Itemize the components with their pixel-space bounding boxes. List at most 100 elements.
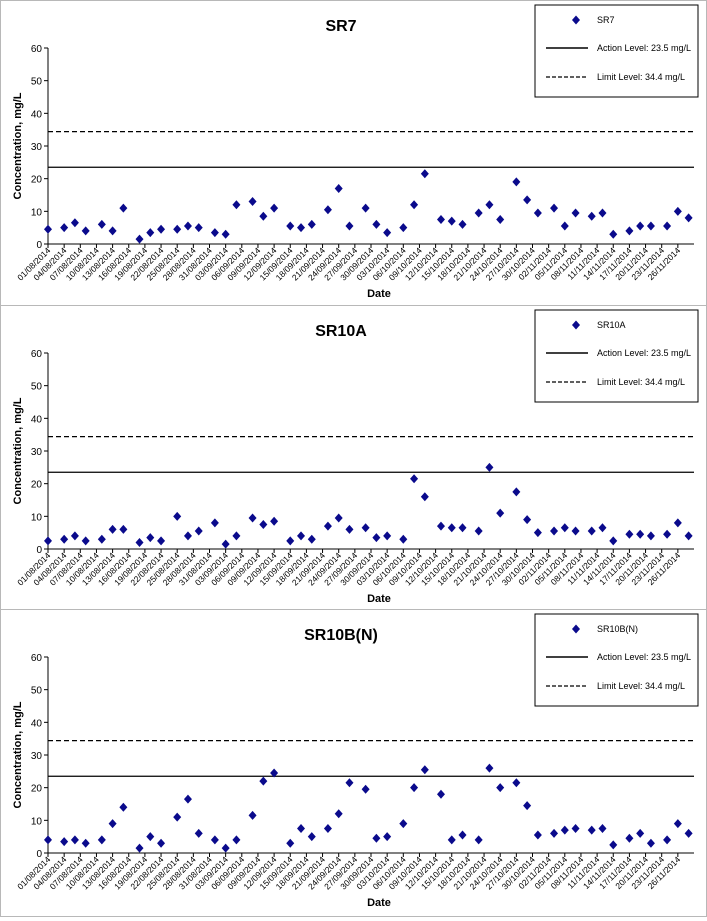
data-point	[210, 228, 219, 238]
data-point	[684, 828, 693, 838]
data-point	[533, 528, 542, 538]
data-point	[474, 526, 483, 536]
data-point	[97, 835, 106, 845]
data-point	[587, 526, 596, 536]
data-point	[210, 835, 219, 845]
data-point	[474, 835, 483, 845]
data-point	[512, 177, 521, 187]
y-tick-label: 30	[31, 447, 43, 458]
y-tick-label: 40	[31, 109, 43, 120]
y-tick-label: 30	[31, 142, 43, 153]
data-point	[70, 218, 79, 228]
data-point	[221, 229, 230, 239]
data-point	[560, 825, 569, 835]
chart-panel-sr10a: SR10A 0 10 20 30 40 50 60 01/08/2014 04/08/2014 07…	[0, 305, 707, 611]
data-point	[232, 835, 241, 845]
data-point	[496, 783, 505, 793]
chart-svg-sr10b-n: SR10B(N)010203040506001/08/201404/08/201…	[12, 613, 699, 909]
legend-box	[534, 4, 699, 98]
data-point	[135, 843, 144, 853]
data-point	[81, 838, 90, 848]
y-tick-label: 10	[31, 816, 43, 827]
data-point	[361, 203, 370, 213]
data-point	[334, 513, 343, 523]
data-point	[399, 819, 408, 829]
data-point	[458, 830, 467, 840]
chart-panel-sr7: SR7 0 10 20 30 40 50 60 01/08/2014 04/08/2014 07/0…	[0, 0, 707, 307]
data-point	[108, 226, 117, 236]
y-axis-label: Concentration, mg/L	[12, 92, 24, 199]
data-point	[436, 521, 445, 531]
data-point	[345, 778, 354, 788]
data-point	[383, 228, 392, 238]
data-point	[550, 828, 559, 838]
legend-action-label: Action Level: 23.5 mg/L	[597, 348, 691, 358]
data-point	[609, 840, 618, 850]
data-point	[146, 228, 155, 238]
data-point	[663, 835, 672, 845]
chart-title: SR10A	[315, 323, 367, 340]
data-point	[663, 221, 672, 231]
data-point	[436, 789, 445, 799]
data-point	[458, 219, 467, 229]
data-point	[146, 533, 155, 543]
legend: SR7 Action Level: 23.5 mg/L Limit Level: 3…	[534, 4, 699, 98]
data-point	[571, 824, 580, 833]
data-point	[447, 835, 456, 845]
data-point	[70, 835, 79, 845]
data-point	[372, 533, 381, 543]
data-point	[560, 523, 569, 533]
legend-marker-icon	[572, 624, 580, 634]
data-point	[135, 537, 144, 547]
data-point	[420, 169, 429, 179]
data-point	[60, 534, 69, 544]
data-point	[474, 208, 483, 218]
data-point	[146, 832, 155, 842]
y-tick-label: 60	[31, 653, 43, 664]
data-point	[44, 224, 52, 234]
data-point	[334, 183, 343, 193]
data-point	[496, 508, 505, 518]
data-point	[571, 208, 580, 218]
chart-svg-sr7: SR7010203040506001/08/201404/08/201407/0…	[12, 4, 699, 300]
data-point	[248, 513, 257, 523]
legend-action-label: Action Level: 23.5 mg/L	[597, 43, 691, 53]
y-tick-label: 50	[31, 77, 43, 88]
data-point	[523, 515, 532, 525]
legend-series-label: SR10A	[597, 320, 626, 330]
data-point	[625, 226, 634, 236]
data-point	[334, 809, 343, 819]
data-point	[410, 200, 419, 210]
chart-svg-sr10a: SR10A010203040506001/08/201404/08/201407…	[12, 309, 699, 605]
data-point	[183, 221, 192, 231]
legend-series-label: SR10B(N)	[597, 624, 638, 634]
y-axis-label: Concentration, mg/L	[12, 397, 24, 504]
data-point	[410, 474, 419, 484]
y-tick-label: 50	[31, 686, 43, 697]
data-point	[550, 526, 559, 536]
data-point	[550, 203, 559, 213]
data-point	[70, 531, 79, 541]
data-point	[447, 523, 456, 533]
data-point	[673, 819, 682, 829]
data-point	[259, 211, 268, 221]
data-point	[297, 824, 306, 833]
chart-title: SR10B(N)	[304, 627, 378, 644]
data-point	[345, 221, 354, 231]
data-point	[345, 524, 354, 534]
data-point	[194, 828, 203, 838]
data-point	[173, 812, 182, 822]
chart-title: SR7	[325, 18, 356, 35]
data-point	[286, 536, 295, 546]
data-point	[636, 529, 645, 539]
data-point	[286, 221, 295, 231]
data-point	[157, 224, 166, 234]
data-point	[458, 523, 467, 533]
data-point	[60, 837, 69, 847]
data-point	[119, 524, 128, 534]
data-point	[232, 200, 241, 210]
data-point	[399, 534, 408, 544]
data-point	[646, 531, 655, 541]
data-point	[307, 832, 316, 842]
